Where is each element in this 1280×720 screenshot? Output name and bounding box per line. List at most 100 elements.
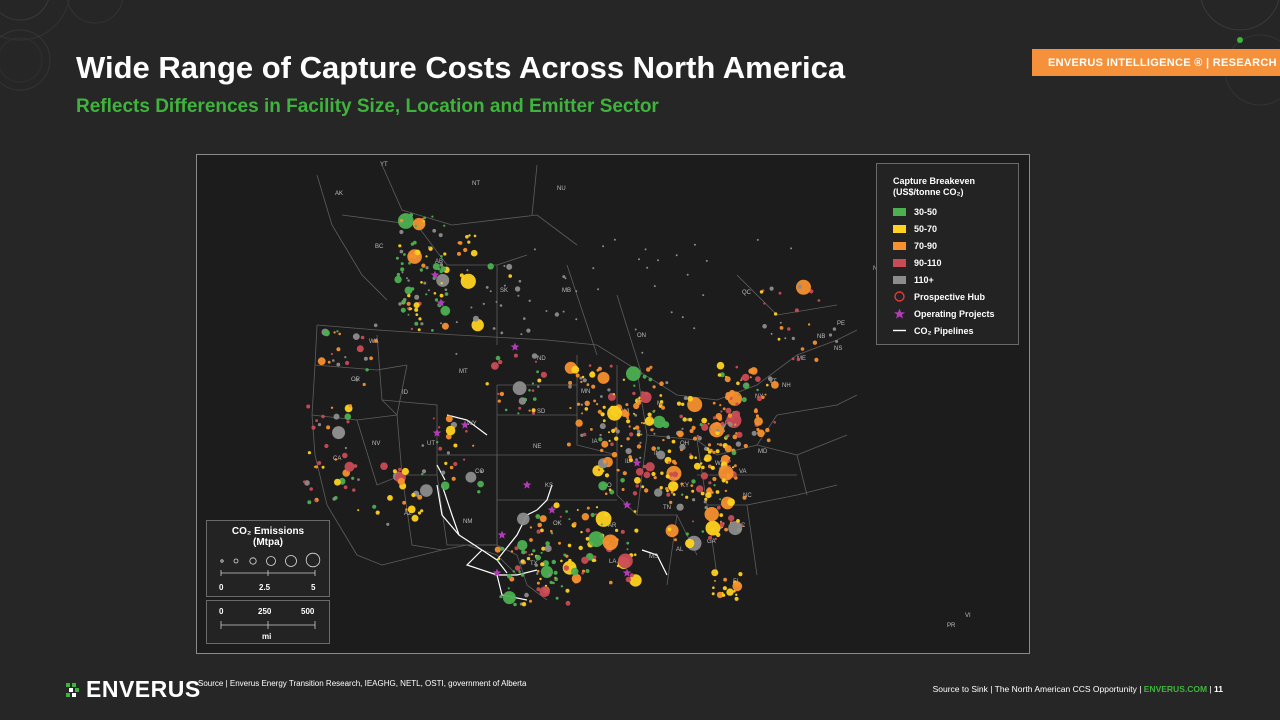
facility-marker (735, 441, 742, 447)
facility-marker (656, 446, 660, 450)
facility-marker (460, 273, 476, 289)
facility-marker (625, 576, 632, 583)
facility-marker (489, 290, 492, 293)
footer-brand-link[interactable]: ENVERUS.COM (1143, 684, 1208, 694)
facility-marker (724, 527, 728, 532)
facility-marker (537, 385, 540, 388)
facility-marker (440, 255, 443, 258)
facility-marker (517, 412, 520, 415)
facility-marker (590, 428, 593, 431)
facility-marker (650, 428, 654, 432)
facility-marker (555, 596, 559, 600)
facility-marker (326, 425, 331, 430)
emissions-title-line1: CO₂ Emissions (231, 526, 305, 537)
facility-marker (465, 429, 468, 433)
region-label-la: LA (609, 559, 616, 565)
facility-marker (315, 419, 318, 422)
facility-marker (330, 352, 333, 356)
facility-marker (625, 448, 632, 455)
facility-marker (607, 405, 623, 421)
facility-marker (323, 329, 330, 337)
region-label-il: IL (625, 459, 631, 465)
emissions-size-circles (220, 552, 321, 576)
facility-marker (455, 352, 458, 355)
facility-marker (675, 254, 678, 257)
facility-marker (635, 425, 640, 430)
facility-marker (457, 241, 461, 245)
legend-item-4: 110+ (893, 274, 1018, 285)
facility-marker (728, 459, 731, 463)
facility-marker (332, 497, 336, 501)
region-label-id: ID (402, 390, 409, 396)
facility-marker (436, 273, 450, 287)
facility-marker (466, 269, 469, 272)
facility-marker (640, 391, 652, 403)
facility-marker (725, 435, 729, 439)
facility-marker (534, 360, 538, 363)
facility-marker (304, 480, 310, 486)
facility-marker (790, 247, 793, 250)
facility-marker (600, 438, 603, 441)
facility-marker (696, 485, 704, 493)
facility-marker (333, 331, 336, 334)
facility-marker (398, 302, 402, 306)
facility-marker (487, 263, 494, 270)
facility-marker (406, 277, 408, 280)
facility-marker (584, 407, 589, 411)
region-label-nb: NB (817, 334, 825, 340)
facility-marker (721, 478, 726, 483)
facility-marker (645, 462, 655, 472)
facility-marker (503, 284, 506, 287)
facility-marker (336, 362, 341, 367)
facility-marker (586, 383, 590, 387)
facility-marker (465, 235, 469, 239)
facility-marker (485, 286, 489, 289)
facility-marker (363, 356, 368, 361)
facility-marker (600, 412, 605, 417)
facility-marker (498, 359, 503, 365)
facility-marker (575, 419, 583, 427)
region-label-va: VA (739, 469, 747, 475)
facility-marker (531, 389, 535, 392)
facility-marker (712, 416, 717, 420)
facility-marker (441, 322, 449, 330)
co2-pipeline (436, 464, 446, 481)
facility-marker (432, 263, 440, 270)
facility-marker (575, 318, 578, 321)
facility-marker (581, 375, 585, 379)
facility-marker (666, 492, 671, 497)
facility-marker (399, 221, 403, 225)
facility-marker (412, 217, 426, 231)
facility-marker (536, 529, 541, 534)
facility-marker (719, 443, 723, 447)
facility-marker (401, 271, 404, 274)
facility-marker (397, 477, 405, 485)
facility-marker (457, 251, 461, 256)
facility-marker (313, 465, 316, 468)
facility-marker (659, 381, 664, 386)
facility-marker (581, 571, 584, 575)
facility-marker (573, 522, 577, 526)
facility-marker (728, 422, 733, 427)
facility-marker (732, 434, 738, 440)
facility-marker (582, 378, 587, 383)
facility-marker (634, 477, 641, 484)
facility-marker (679, 444, 686, 451)
operating-project-star (522, 480, 532, 489)
legend-swatch (893, 224, 906, 233)
facility-marker (336, 347, 341, 352)
facility-marker (513, 353, 518, 358)
facility-marker (597, 409, 602, 414)
facility-marker (674, 538, 677, 542)
facility-marker (669, 500, 673, 504)
legend-label: 110+ (914, 274, 934, 285)
region-label-ut: UT (427, 441, 435, 447)
facility-marker (712, 476, 717, 482)
facility-marker (711, 592, 715, 596)
facility-marker (732, 410, 741, 418)
facility-marker (602, 470, 605, 472)
facility-marker (623, 411, 630, 418)
facility-marker (421, 444, 425, 447)
facility-marker (756, 238, 759, 241)
source-note: Source | Enverus Energy Transition Resea… (198, 679, 527, 688)
